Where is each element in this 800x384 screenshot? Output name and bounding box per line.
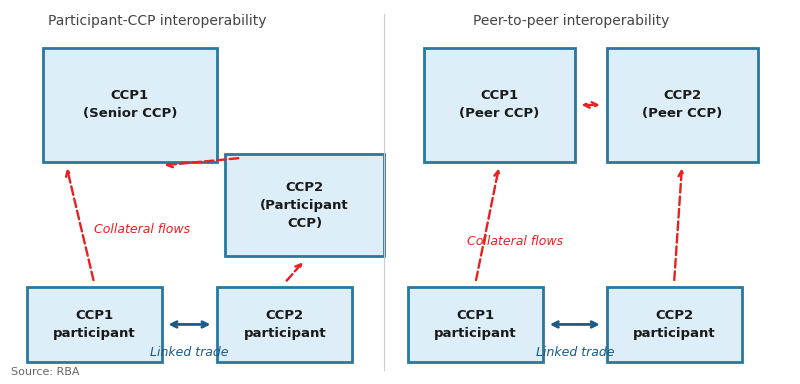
Text: Linked trade: Linked trade bbox=[535, 346, 614, 359]
Text: CCP1
(Peer CCP): CCP1 (Peer CCP) bbox=[459, 89, 539, 121]
Text: Collateral flows: Collateral flows bbox=[94, 223, 190, 236]
FancyBboxPatch shape bbox=[424, 48, 574, 162]
Text: Linked trade: Linked trade bbox=[150, 346, 229, 359]
Text: CCP1
participant: CCP1 participant bbox=[53, 309, 135, 340]
FancyBboxPatch shape bbox=[218, 286, 352, 362]
Text: CCP1
participant: CCP1 participant bbox=[434, 309, 517, 340]
FancyBboxPatch shape bbox=[606, 48, 758, 162]
Text: Source: RBA: Source: RBA bbox=[10, 367, 79, 377]
Text: CCP2
participant: CCP2 participant bbox=[243, 309, 326, 340]
FancyBboxPatch shape bbox=[226, 154, 384, 257]
Text: CCP2
(Peer CCP): CCP2 (Peer CCP) bbox=[642, 89, 722, 121]
Text: CCP2
(Participant
CCP): CCP2 (Participant CCP) bbox=[260, 181, 349, 230]
Text: Collateral flows: Collateral flows bbox=[467, 235, 563, 248]
Text: CCP2
participant: CCP2 participant bbox=[633, 309, 715, 340]
FancyBboxPatch shape bbox=[606, 286, 742, 362]
FancyBboxPatch shape bbox=[26, 286, 162, 362]
FancyBboxPatch shape bbox=[408, 286, 543, 362]
Text: Peer-to-peer interoperability: Peer-to-peer interoperability bbox=[473, 14, 669, 28]
Text: Participant-CCP interoperability: Participant-CCP interoperability bbox=[49, 14, 267, 28]
Text: CCP1
(Senior CCP): CCP1 (Senior CCP) bbox=[82, 89, 177, 121]
FancyBboxPatch shape bbox=[42, 48, 218, 162]
